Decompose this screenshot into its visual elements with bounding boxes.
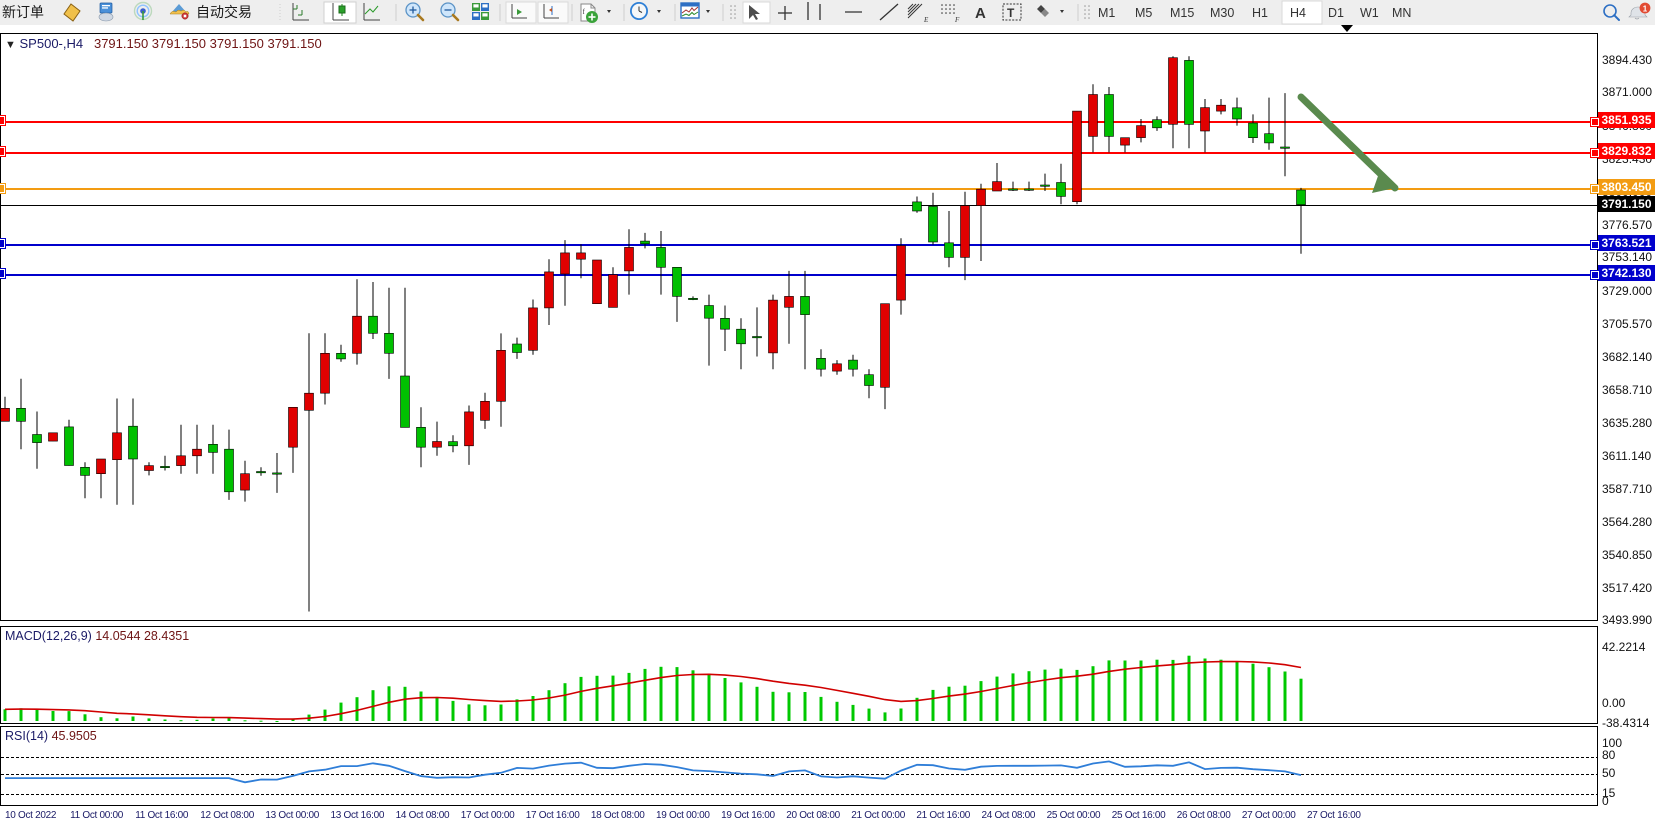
svg-text:H1: H1	[1252, 6, 1268, 20]
svg-text:M15: M15	[1170, 6, 1194, 20]
svg-text:1: 1	[1643, 4, 1648, 13]
svg-text:新订单: 新订单	[2, 4, 44, 20]
svg-text:A: A	[975, 5, 986, 22]
svg-text:T: T	[1007, 6, 1015, 20]
svg-text:H4: H4	[1290, 6, 1306, 20]
svg-text:D1: D1	[1328, 6, 1344, 20]
svg-text:M1: M1	[1098, 6, 1115, 20]
svg-text:M30: M30	[1210, 6, 1234, 20]
svg-text:W1: W1	[1360, 6, 1379, 20]
svg-text:F: F	[954, 16, 960, 24]
svg-text:M5: M5	[1135, 6, 1152, 20]
svg-text:自动交易: 自动交易	[196, 4, 252, 20]
svg-text:E: E	[923, 16, 929, 24]
svg-text:MN: MN	[1392, 6, 1411, 20]
